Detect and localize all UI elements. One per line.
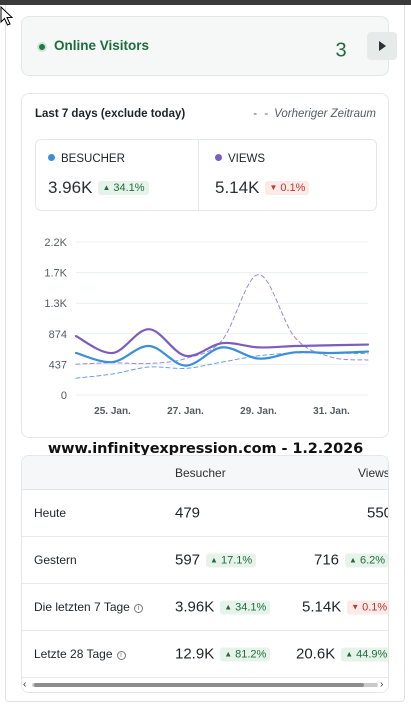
row-visitors-value: 479 bbox=[175, 504, 201, 522]
column-header-visitors[interactable]: Besucher bbox=[175, 466, 226, 480]
stats-table: Besucher Views Heute 479 550 Gestern 597… bbox=[21, 455, 389, 693]
compare-dash-icon: - - bbox=[253, 108, 271, 120]
row-views-cell: 716 ▲ 6.2% bbox=[314, 551, 388, 569]
table-header: Besucher Views bbox=[22, 456, 389, 490]
metric-views-value-row: 5.14K ▼ 0.1% bbox=[215, 178, 310, 198]
metrics-summary: BESUCHER 3.96K ▲ 34.1% VIEWS 5.14K ▼ 0.1% bbox=[35, 139, 377, 211]
y-tick-label: 437 bbox=[49, 359, 67, 371]
window-top-border bbox=[0, 0, 411, 5]
column-header-views[interactable]: Views bbox=[358, 466, 389, 480]
x-tick-label: 31. Jan. bbox=[313, 406, 350, 417]
row-label: Die letzten 7 Tage bbox=[34, 600, 130, 614]
scroll-left-icon[interactable]: ‹ bbox=[23, 679, 27, 690]
trend-up-icon: ▲ bbox=[102, 183, 111, 192]
row-views-delta: ▲ 6.2% bbox=[345, 553, 388, 568]
previous-series-2-line bbox=[75, 352, 369, 379]
row-views-delta-value: 44.9% bbox=[356, 648, 388, 661]
row-visitors-value: 3.96K bbox=[175, 598, 215, 616]
widget-frame bbox=[5, 5, 405, 702]
metric-visitors-delta-value: 34.1% bbox=[113, 182, 145, 194]
online-status-icon bbox=[37, 42, 47, 52]
info-icon[interactable]: i bbox=[133, 604, 143, 613]
y-tick-label: 1.7K bbox=[44, 268, 67, 280]
y-tick-label: 1.3K bbox=[44, 298, 67, 310]
table-row: Die letzten 7 Tage i 3.96K ▲ 34.1% 5.14K ▼ 0.… bbox=[22, 584, 388, 631]
row-visitors-delta-value: 17.1% bbox=[220, 554, 253, 567]
row-visitors-cell: 597 ▲ 17.1% bbox=[175, 551, 257, 569]
info-icon[interactable]: i bbox=[116, 651, 126, 660]
metric-views-delta: ▼ 0.1% bbox=[265, 181, 310, 195]
trend-down-icon: ▼ bbox=[351, 602, 360, 612]
trend-up-icon: ▲ bbox=[224, 602, 233, 612]
trend-up-icon: ▲ bbox=[349, 555, 357, 565]
metric-views-name: VIEWS bbox=[228, 153, 266, 165]
metric-visitors-value: 3.96K bbox=[48, 178, 93, 197]
views-line bbox=[74, 328, 370, 358]
table-row: Letzte 28 Tage i 12.9K ▲ 81.2% 20.6K ▲ 44.9% bbox=[22, 631, 388, 678]
online-visitors-label: Online Visitors bbox=[54, 38, 150, 53]
traffic-line-chart[interactable]: 2.2K 1.7K 1.3K 874 437 0 25. Jan. 27. Jan. 29. J… bbox=[22, 222, 390, 427]
online-visitors-count: 3 bbox=[335, 39, 347, 62]
online-visitors-play-button[interactable] bbox=[367, 32, 397, 60]
scrollbar-thumb[interactable] bbox=[34, 683, 364, 687]
scroll-right-icon[interactable]: › bbox=[380, 679, 384, 690]
besucher-line bbox=[74, 344, 370, 367]
row-visitors-delta-value: 81.2% bbox=[235, 648, 267, 661]
period-label[interactable]: Last 7 days (exclude today) bbox=[35, 108, 186, 120]
row-views-delta-value: 6.2% bbox=[359, 554, 386, 567]
row-views-cell: 20.6K ▲ 44.9% bbox=[296, 645, 388, 663]
row-visitors-cell: 3.96K ▲ 34.1% bbox=[175, 598, 271, 616]
visitors-legend-dot bbox=[48, 154, 55, 161]
mouse-cursor-icon bbox=[0, 6, 14, 26]
metrics-divider bbox=[198, 140, 199, 210]
row-views-delta: ▼ 0.1% bbox=[347, 600, 388, 615]
metric-visitors-delta: ▲ 34.1% bbox=[98, 181, 149, 195]
compare-legend: - - Vorheriger Zeitraum bbox=[253, 108, 376, 120]
row-visitors-delta: ▲ 17.1% bbox=[206, 553, 257, 568]
row-visitors-delta-value: 34.1% bbox=[235, 601, 267, 614]
row-views-delta: ▲ 44.9% bbox=[341, 647, 388, 662]
row-label: Gestern bbox=[34, 553, 77, 567]
y-tick-label: 2.2K bbox=[44, 237, 67, 249]
metric-visitors-value-row: 3.96K ▲ 34.1% bbox=[48, 178, 149, 198]
metric-views-delta-value: 0.1% bbox=[280, 182, 306, 194]
metric-views-value: 5.14K bbox=[215, 178, 260, 197]
row-views-cell: 5.14K ▼ 0.1% bbox=[302, 598, 388, 616]
row-label-cell: Letzte 28 Tage i bbox=[34, 647, 126, 661]
row-views-value: 716 bbox=[314, 551, 340, 569]
table-row: Gestern 597 ▲ 17.1% 716 ▲ 6.2% bbox=[22, 537, 388, 584]
watermark-text: www.infinityexpression.com - 1.2.2026 bbox=[47, 441, 364, 457]
online-visitors-card: Online Visitors 3 bbox=[21, 16, 397, 76]
row-label: Heute bbox=[34, 506, 67, 520]
trend-down-icon: ▼ bbox=[269, 183, 278, 192]
row-label: Letzte 28 Tage bbox=[34, 647, 113, 661]
y-tick-label: 874 bbox=[49, 329, 67, 341]
metric-views-label: VIEWS bbox=[215, 153, 265, 165]
trend-up-icon: ▲ bbox=[210, 555, 218, 565]
metric-visitors-label: BESUCHER bbox=[48, 153, 125, 165]
table-row: Heute 479 550 bbox=[22, 490, 388, 537]
horizontal-scrollbar[interactable]: ‹ › bbox=[22, 678, 388, 692]
row-views-value: 5.14K bbox=[302, 598, 342, 616]
row-visitors-delta: ▲ 81.2% bbox=[220, 647, 271, 662]
row-label-cell: Die letzten 7 Tage i bbox=[34, 600, 143, 614]
y-tick-label: 0 bbox=[61, 390, 67, 402]
row-views-value: 20.6K bbox=[296, 645, 336, 663]
metric-visitors-name: BESUCHER bbox=[61, 153, 125, 165]
row-views-value: 550 bbox=[367, 504, 388, 522]
views-legend-dot bbox=[215, 154, 222, 161]
x-tick-label: 27. Jan. bbox=[167, 406, 204, 417]
row-visitors-value: 597 bbox=[175, 551, 201, 569]
row-views-delta-value: 0.1% bbox=[362, 601, 388, 614]
row-visitors-delta: ▲ 34.1% bbox=[220, 600, 271, 615]
compare-label: Vorheriger Zeitraum bbox=[274, 108, 376, 120]
trend-up-icon: ▲ bbox=[224, 649, 233, 659]
row-visitors-value: 12.9K bbox=[175, 645, 215, 663]
x-tick-label: 25. Jan. bbox=[94, 406, 131, 417]
trend-up-icon: ▲ bbox=[345, 649, 354, 659]
traffic-chart-card: Last 7 days (exclude today) - - Vorherige… bbox=[21, 93, 389, 438]
row-visitors-cell: 12.9K ▲ 81.2% bbox=[175, 645, 271, 663]
x-tick-label: 29. Jan. bbox=[240, 406, 277, 417]
